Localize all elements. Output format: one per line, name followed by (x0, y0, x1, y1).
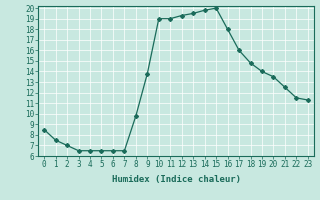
X-axis label: Humidex (Indice chaleur): Humidex (Indice chaleur) (111, 175, 241, 184)
